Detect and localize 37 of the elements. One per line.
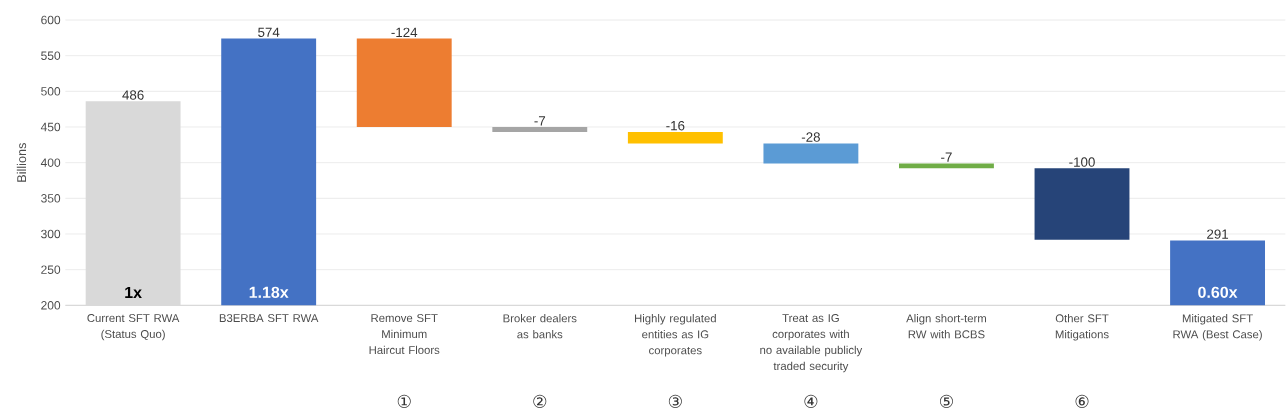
y-tick-label: 350 [41, 193, 61, 203]
data-label: 486 [122, 90, 144, 100]
text: ⑥ [1075, 394, 1089, 408]
data-label: -16 [666, 120, 685, 131]
x-tick-label: Highly regulated entities as IG corporates [635, 313, 716, 357]
x-tick-label: Other SFT Mitigations [1055, 313, 1109, 341]
annotation: 0.60x [1198, 286, 1238, 298]
x-tick-label: B3ERBA SFT RWA [219, 313, 319, 322]
y-tick-label: 400 [40, 158, 61, 167]
text: ④ [804, 394, 818, 408]
text: ⑤ [939, 394, 953, 408]
x-tick-label: Mitigated SFT RWA (Best Case) [1173, 313, 1262, 341]
data-label: -28 [801, 132, 820, 142]
data-label: -100 [1069, 157, 1095, 167]
text: ② [533, 394, 547, 408]
y-axis-title: Billions [16, 142, 27, 182]
x-tick-label: Remove SFT Minimum Haircut Floors [369, 313, 440, 354]
text: ① [397, 394, 411, 408]
y-tick-label: 500 [41, 86, 61, 96]
y-tick-label: 300 [41, 229, 61, 239]
y-tick-label: 600 [41, 15, 61, 25]
y-tick-label: 250 [41, 265, 61, 274]
x-tick-label: Current SFT RWA (Status Quo) [87, 313, 180, 341]
text: ③ [668, 394, 682, 408]
data-label: 574 [258, 27, 280, 37]
x-tick-label: Broker dealers as banks [503, 313, 577, 339]
y-tick-label: 450 [40, 122, 61, 132]
y-tick-label: 550 [41, 51, 61, 60]
data-label: -124 [391, 27, 418, 37]
x-tick-label: Align short-term RW with BCBS [906, 313, 986, 339]
data-label: -7 [941, 152, 952, 162]
data-label: -7 [534, 116, 546, 126]
annotation: 1x [125, 286, 142, 298]
x-tick-label: Treat as IG corporates with no available publicly traded security [760, 313, 863, 373]
annotation: 1.18x [249, 286, 289, 298]
y-tick-label: 200 [41, 300, 61, 310]
data-label: 291 [1207, 229, 1229, 239]
